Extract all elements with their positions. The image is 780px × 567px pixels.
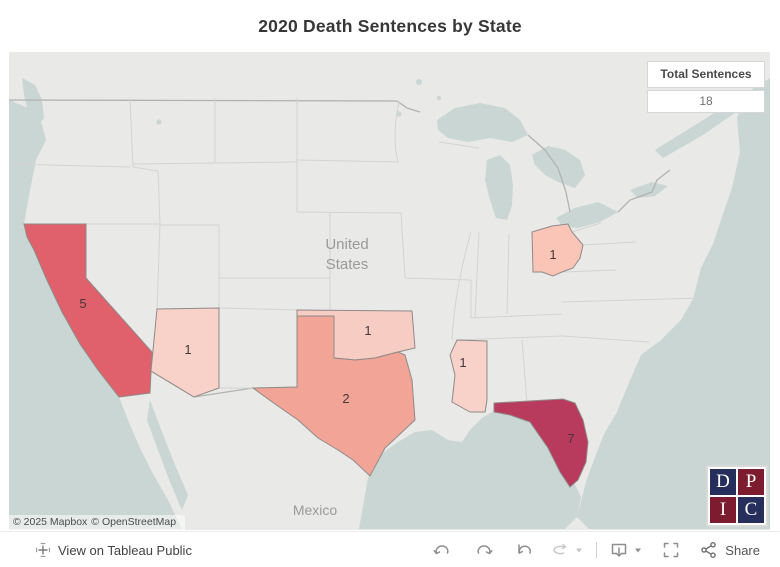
map-canvas: 5 1 1 2 1 1 7 United States Mexico	[9, 52, 770, 530]
state-lines	[9, 97, 703, 404]
state-mississippi[interactable]	[449, 339, 488, 413]
page-title: 2020 Death Sentences by State	[258, 16, 522, 36]
state-texas[interactable]	[251, 315, 416, 477]
state-value-label-mississippi: 1	[459, 355, 466, 370]
country-label-line2: States	[326, 256, 369, 273]
toolbar-separator	[596, 542, 598, 558]
fullscreen-button[interactable]	[661, 540, 681, 560]
legend-header: Total Sentences	[647, 61, 765, 88]
tableau-toolbar: View on Tableau Public	[0, 531, 780, 567]
dpic-logo-letter-d: D	[710, 469, 736, 495]
view-on-tableau-public-label: View on Tableau Public	[58, 542, 192, 558]
lake-huron	[532, 146, 585, 188]
reset-button[interactable]	[514, 540, 534, 560]
state-value-label-texas: 2	[342, 391, 349, 406]
pacific-ocean	[9, 100, 182, 529]
state-value-label-oklahoma: 1	[364, 323, 371, 338]
state-ohio[interactable]	[531, 223, 584, 277]
refresh-button[interactable]	[550, 540, 570, 560]
mapbox-attribution[interactable]: © 2025 Mapbox	[13, 516, 88, 528]
small-lake	[436, 95, 442, 101]
mexico-label: Mexico	[293, 502, 338, 518]
puget-sound	[22, 78, 44, 128]
download-button[interactable]	[609, 540, 629, 560]
state-california[interactable]	[23, 223, 153, 398]
toolbar-actions: Share	[432, 532, 760, 567]
share-label: Share	[725, 542, 760, 558]
small-lake	[396, 111, 402, 117]
download-dropdown-caret[interactable]	[633, 545, 643, 555]
gulf-of-california	[147, 400, 188, 510]
refresh-loop-icon	[553, 543, 567, 555]
undo-button[interactable]	[432, 540, 452, 560]
replay-icon	[518, 544, 532, 554]
country-label-line1: United	[325, 236, 368, 253]
state-value-label-california: 5	[79, 296, 86, 311]
dpic-logo-letter-p: P	[738, 469, 764, 495]
gulf-of-mexico	[359, 411, 581, 529]
state-value-label-arizona: 1	[184, 342, 191, 357]
canada-border-lakes	[527, 134, 571, 213]
legend-total-value: 18	[647, 90, 765, 113]
dpic-logo: D P I C	[706, 465, 768, 527]
refresh-dropdown-caret[interactable]	[574, 545, 584, 555]
state-value-label-florida: 7	[567, 431, 574, 446]
caret-down-icon	[576, 548, 583, 553]
osm-attribution[interactable]: © OpenStreetMap	[91, 516, 177, 528]
water-layer	[9, 78, 770, 529]
dpic-logo-letter-i: I	[710, 497, 736, 523]
canada-border	[9, 99, 421, 113]
view-on-tableau-public-button[interactable]: View on Tableau Public	[35, 532, 192, 567]
share-icon	[701, 542, 717, 559]
lake-ontario	[630, 182, 668, 198]
state-florida[interactable]	[493, 398, 589, 488]
caret-down-icon	[635, 548, 642, 553]
fullscreen-icon	[664, 542, 679, 558]
small-lake	[416, 79, 422, 85]
share-button[interactable]: Share	[699, 540, 760, 560]
lake-michigan	[485, 155, 513, 220]
state-arizona[interactable]	[150, 307, 220, 398]
legend: Total Sentences 18	[647, 61, 765, 113]
tableau-logo-icon	[36, 543, 50, 557]
download-icon	[612, 543, 627, 557]
choropleth-map[interactable]: 5 1 1 2 1 1 7 United States Mexico Total Sente…	[9, 52, 770, 530]
redo-button[interactable]	[474, 540, 494, 560]
state-value-label-ohio: 1	[549, 247, 556, 262]
lake-superior	[437, 103, 528, 142]
small-lake	[156, 119, 162, 125]
map-attribution: © 2025 Mapbox © OpenStreetMap	[9, 515, 186, 530]
canada-border-east	[617, 169, 671, 213]
atlantic-ocean	[577, 82, 770, 529]
states-layer: 5 1 1 2 1 1 7	[23, 223, 589, 488]
dpic-logo-letter-c: C	[738, 497, 764, 523]
redo-icon	[477, 545, 493, 555]
undo-icon	[433, 545, 449, 555]
lake-erie	[556, 202, 618, 228]
